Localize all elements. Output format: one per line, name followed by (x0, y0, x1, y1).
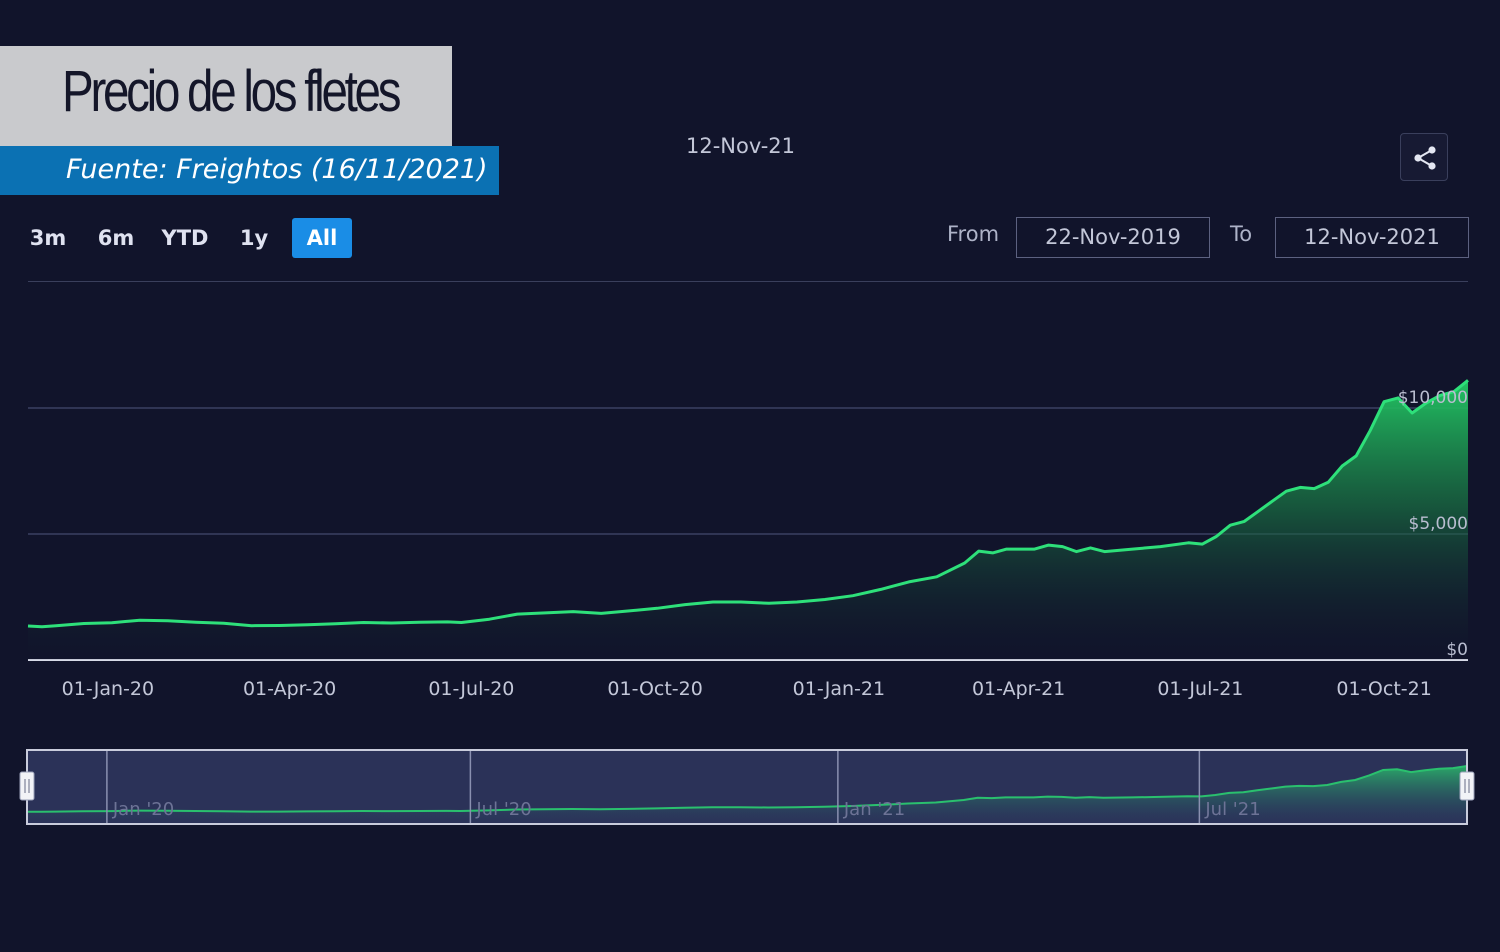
from-label: From (947, 222, 1000, 246)
y-tick-label-0: $0 (1446, 640, 1468, 660)
y-tick-label-2: $10,000 (1398, 388, 1468, 408)
navigator-label-1: Jul '20 (475, 799, 531, 820)
x-tick-label-2: 01-Jul-20 (428, 678, 514, 700)
x-tick-label-1: 01-Apr-20 (243, 678, 336, 700)
x-tick-label-6: 01-Jul-21 (1157, 678, 1243, 700)
range-button-ytd[interactable]: YTD (161, 226, 209, 250)
x-tick-label-0: 01-Jan-20 (62, 678, 154, 700)
x-tick-label-5: 01-Apr-21 (972, 678, 1065, 700)
series-line (27, 379, 1469, 629)
source-banner (0, 146, 499, 195)
navigator-label-3: Jul '21 (1204, 799, 1260, 820)
navigator-line (26, 765, 1468, 813)
navigator-area (27, 766, 1467, 824)
source-caption: Fuente: Freightos (16/11/2021) (66, 154, 488, 185)
to-date-input[interactable]: 12-Nov-2021 (1275, 217, 1469, 258)
y-tick-label-1: $5,000 (1409, 514, 1468, 534)
navigator-label-0: Jan '20 (112, 799, 174, 820)
navigator-label-2: Jan '21 (843, 799, 905, 820)
navigator-handle-left[interactable] (19, 771, 35, 801)
to-label: To (1230, 222, 1253, 246)
area-fill (28, 380, 1468, 660)
range-button-1y[interactable]: 1y (239, 226, 269, 250)
chart-date-label: 12-Nov-21 (686, 134, 796, 158)
from-date-input[interactable]: 22-Nov-2019 (1016, 217, 1210, 258)
page-title: Precio de los fletes (62, 59, 402, 124)
range-button-all[interactable]: All (292, 218, 352, 258)
share-icon (1414, 146, 1436, 170)
navigator-background[interactable] (27, 750, 1467, 824)
title-banner (0, 46, 452, 146)
range-button-3m[interactable]: 3m (29, 226, 67, 250)
x-tick-label-3: 01-Oct-20 (607, 678, 702, 700)
navigator-handle-right[interactable] (1459, 771, 1475, 801)
range-button-6m[interactable]: 6m (97, 226, 135, 250)
toolbar-separator (28, 281, 1468, 282)
x-tick-label-4: 01-Jan-21 (793, 678, 885, 700)
navigator-frame (26, 749, 1468, 825)
x-tick-label-7: 01-Oct-21 (1336, 678, 1431, 700)
share-button[interactable] (1400, 133, 1448, 181)
